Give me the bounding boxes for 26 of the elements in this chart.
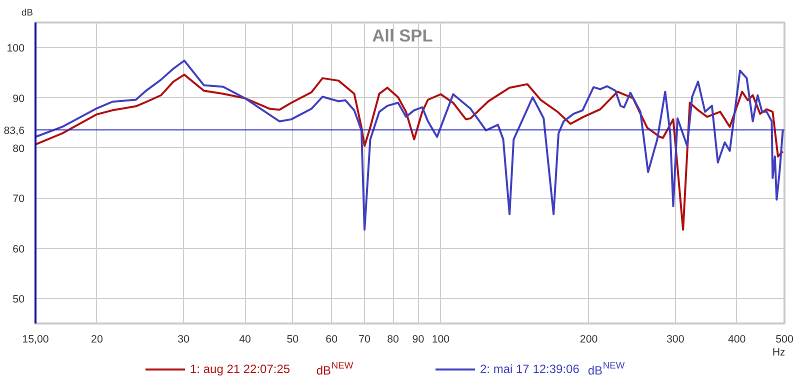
x-tick-label: 70 <box>358 334 371 346</box>
y-tick-label: 80 <box>12 142 25 155</box>
legend-label: 2: mai 17 12:39:06 <box>480 362 580 376</box>
y-tick-label: 70 <box>12 193 25 206</box>
x-tick-label: 90 <box>412 334 424 346</box>
legend-label: 1: aug 21 22:07:25 <box>190 362 290 376</box>
x-tick-label: 40 <box>239 334 252 346</box>
y-tick-label: 90 <box>12 92 25 105</box>
x-tick-label: 80 <box>387 334 400 346</box>
y-tick-label: 50 <box>12 293 25 306</box>
x-tick-label: 60 <box>326 334 338 346</box>
x-tick-label: 30 <box>178 334 190 346</box>
x-tick-label: 500 <box>776 334 794 346</box>
x-tick-label: 20 <box>91 334 103 346</box>
y-tick-label: 60 <box>12 243 25 256</box>
x-tick-label: 15,00 <box>22 334 49 346</box>
x-tick-label: 50 <box>286 334 299 346</box>
chart-title: All SPL <box>372 26 434 46</box>
ref-line-label: 83,6 <box>4 124 25 137</box>
x-tick-label: 200 <box>580 334 598 346</box>
x-axis-title: Hz <box>772 346 786 358</box>
y-axis-title: dB <box>22 8 33 18</box>
x-tick-label: 100 <box>432 334 450 346</box>
x-tick-label: 300 <box>666 334 684 346</box>
x-tick-label: 400 <box>728 334 746 346</box>
y-tick-label: 100 <box>6 42 25 55</box>
